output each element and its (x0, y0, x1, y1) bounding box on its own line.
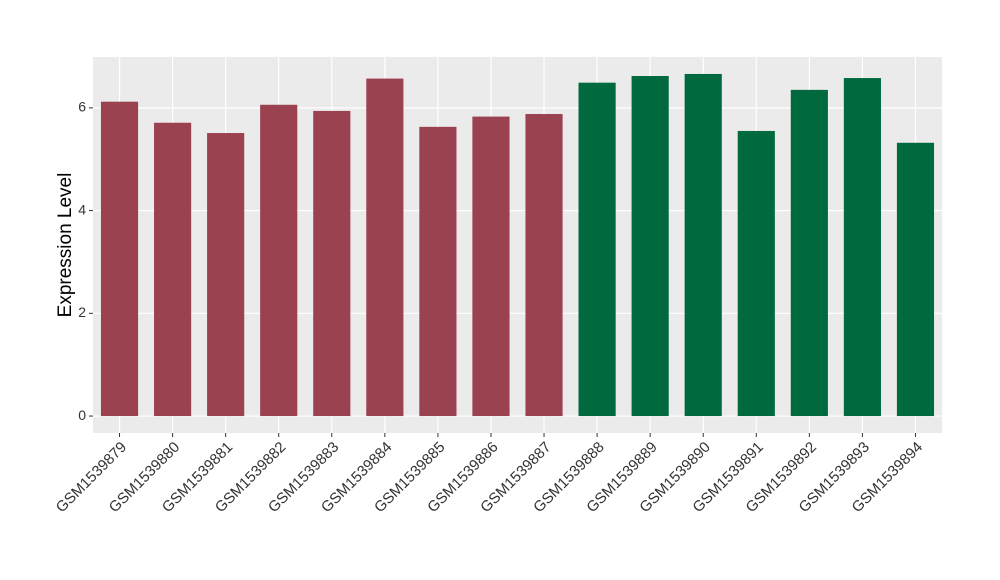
bar (419, 126, 457, 417)
bar (843, 78, 881, 417)
y-tick-label: 4 (78, 201, 86, 217)
bar (472, 116, 510, 417)
bar (313, 110, 351, 417)
bar (578, 82, 616, 417)
bar (896, 142, 935, 417)
y-axis-label: Expression Level (55, 173, 76, 318)
y-tick-label: 0 (78, 407, 86, 423)
bar (154, 122, 192, 417)
bar (790, 89, 828, 417)
bar (260, 104, 298, 417)
bar (737, 130, 775, 417)
bar (100, 101, 139, 417)
bar (631, 76, 669, 417)
bar (207, 133, 245, 417)
y-tick-label: 6 (78, 99, 86, 115)
bar (366, 78, 404, 417)
y-tick-label: 2 (78, 304, 86, 320)
bar (684, 73, 722, 417)
bar (525, 114, 563, 417)
